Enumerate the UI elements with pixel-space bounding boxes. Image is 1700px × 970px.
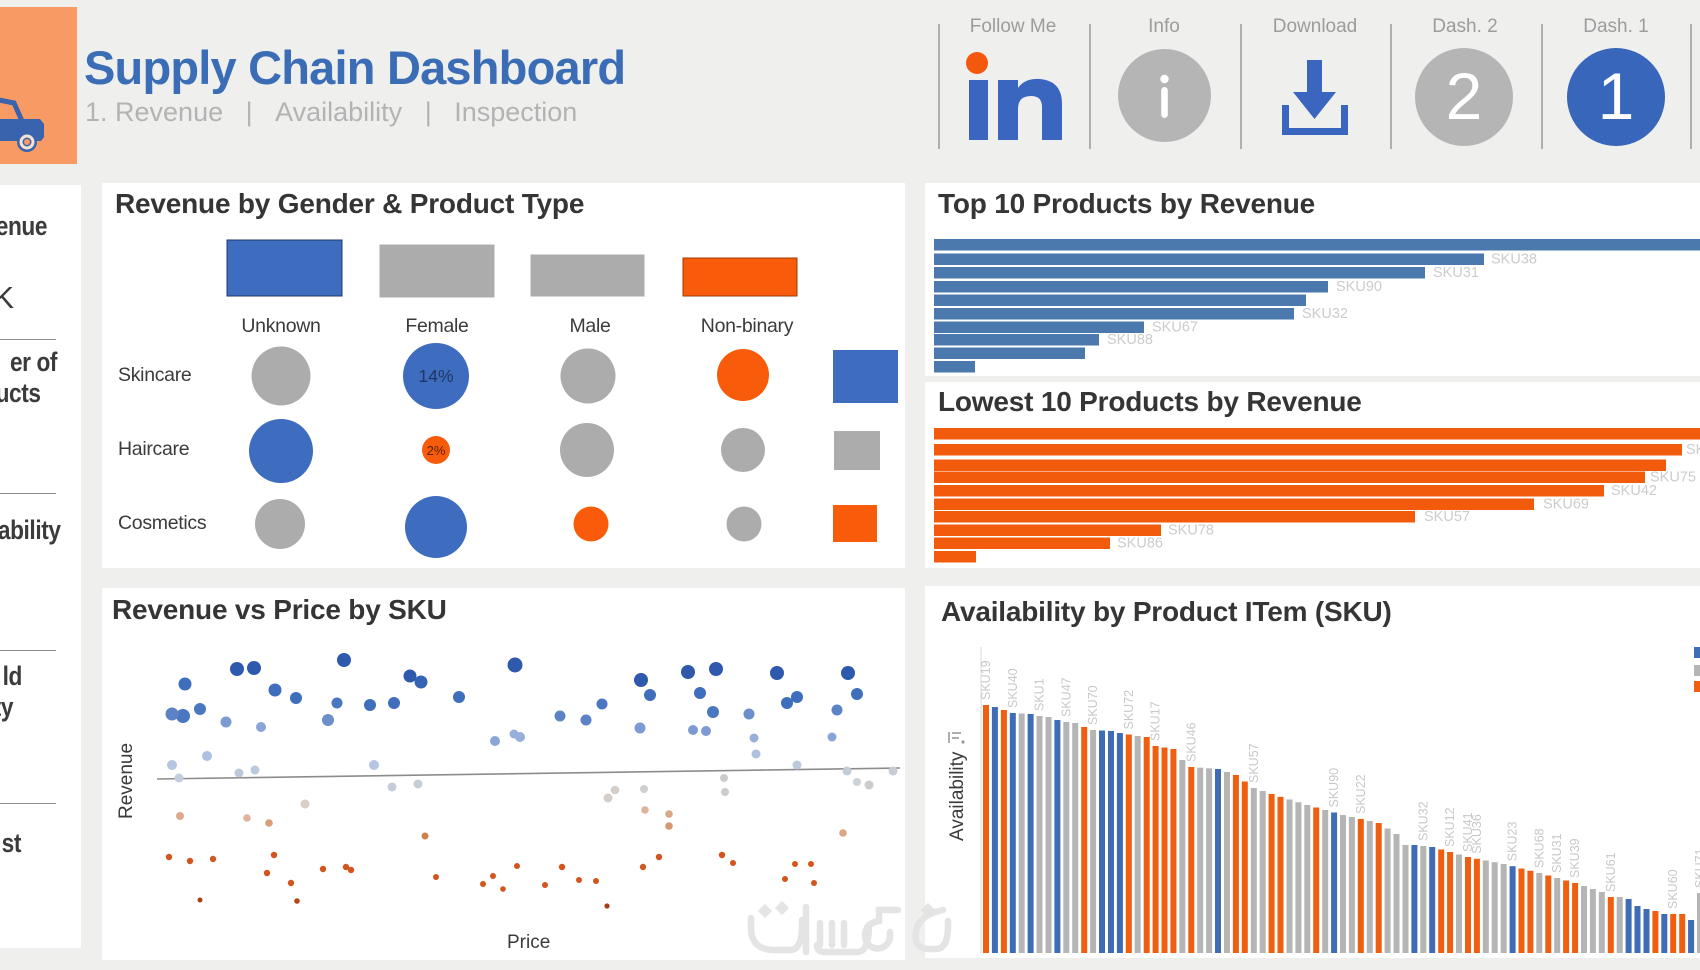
- svg-text:SK: SK: [1686, 442, 1700, 458]
- svg-text:SKU57: SKU57: [1424, 509, 1470, 525]
- svg-text:SKU39: SKU39: [1568, 838, 1582, 878]
- svg-text:SKU22: SKU22: [1354, 774, 1368, 814]
- svg-text:SKU68: SKU68: [1532, 828, 1546, 868]
- svg-text:SKU69: SKU69: [1543, 497, 1589, 513]
- svg-text:SKU1: SKU1: [1033, 678, 1047, 711]
- svg-text:SKU40: SKU40: [1006, 668, 1020, 708]
- svg-text:SKU47: SKU47: [1059, 677, 1073, 717]
- svg-text:SKU78: SKU78: [1168, 523, 1214, 539]
- svg-text:SKU90: SKU90: [1327, 768, 1341, 808]
- svg-text:2%: 2%: [427, 443, 446, 458]
- svg-text:SKU88: SKU88: [1107, 332, 1153, 348]
- svg-text:SKU70: SKU70: [1086, 685, 1100, 725]
- svg-text:14%: 14%: [418, 366, 453, 386]
- svg-text:SKU41: SKU41: [1461, 812, 1475, 852]
- svg-text:SKU36: SKU36: [1470, 814, 1484, 854]
- svg-text:SKU31: SKU31: [1550, 833, 1564, 873]
- svg-text:SKU32: SKU32: [1416, 801, 1430, 841]
- svg-text:SKU71: SKU71: [1693, 848, 1700, 888]
- svg-text:SKU31: SKU31: [1433, 265, 1479, 281]
- svg-text:SKU90: SKU90: [1336, 279, 1382, 295]
- svg-text:SKU19: SKU19: [979, 660, 993, 700]
- svg-text:SKU42: SKU42: [1611, 483, 1657, 499]
- svg-text:SKU75: SKU75: [1650, 470, 1696, 486]
- svg-text:SKU32: SKU32: [1302, 306, 1348, 322]
- svg-text:SKU57: SKU57: [1247, 743, 1261, 783]
- svg-text:SKU46: SKU46: [1184, 722, 1198, 762]
- svg-text:SKU38: SKU38: [1491, 252, 1537, 268]
- svg-text:SKU23: SKU23: [1506, 822, 1520, 862]
- svg-text:SKU17: SKU17: [1149, 701, 1163, 741]
- svg-text:SKU60: SKU60: [1666, 869, 1680, 909]
- svg-text:SKU61: SKU61: [1604, 852, 1618, 892]
- svg-text:SKU72: SKU72: [1122, 690, 1136, 730]
- svg-text:SKU67: SKU67: [1152, 320, 1198, 336]
- svg-text:SKU86: SKU86: [1117, 536, 1163, 552]
- svg-text:SKU12: SKU12: [1443, 807, 1457, 847]
